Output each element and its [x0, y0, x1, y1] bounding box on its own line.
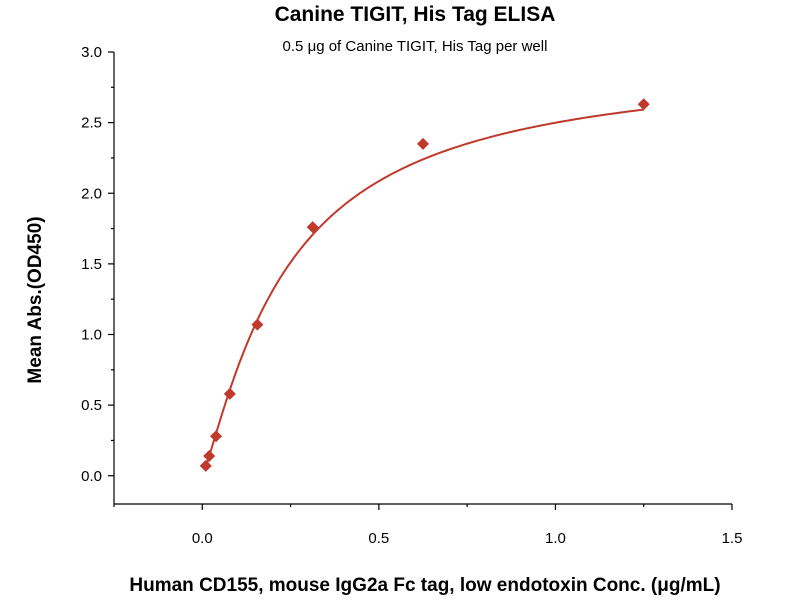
y-tick-label: 2.0	[81, 185, 102, 202]
x-axis-label: Human CD155, mouse IgG2a Fc tag, low end…	[129, 575, 720, 596]
data-point	[199, 459, 212, 472]
y-axis-label: Mean Abs.(OD450)	[25, 216, 46, 383]
data-point	[306, 221, 319, 234]
fit-curve	[204, 108, 644, 468]
data-point	[417, 137, 429, 150]
data-points	[199, 98, 650, 472]
data-point	[203, 449, 216, 462]
x-tick-label: 1.0	[545, 530, 566, 547]
y-tick-label: 0.0	[81, 468, 102, 485]
y-tick-label: 1.5	[81, 256, 102, 273]
fit-curve-group	[204, 108, 644, 468]
y-tick-label: 1.0	[81, 327, 102, 344]
data-point	[223, 387, 236, 400]
axes: 0.0 0.5 1.0 1.5 2.0 2.5 3.0 0.0 0.5 1.0 1.5	[81, 44, 742, 547]
data-point	[637, 98, 650, 111]
chart-title: Canine TIGIT, His Tag ELISA	[275, 3, 556, 26]
data-point	[210, 430, 223, 443]
x-tick-label: 0.5	[368, 530, 389, 547]
x-tick-label: 1.5	[722, 530, 743, 547]
data-point	[251, 318, 264, 331]
y-tick-label: 2.5	[81, 115, 102, 132]
x-tick-label: 0.0	[192, 530, 213, 547]
y-tick-label: 3.0	[81, 44, 102, 61]
y-tick-label: 0.5	[81, 397, 102, 414]
chart-subtitle: 0.5 μg of Canine TIGIT, His Tag per well	[283, 38, 548, 55]
